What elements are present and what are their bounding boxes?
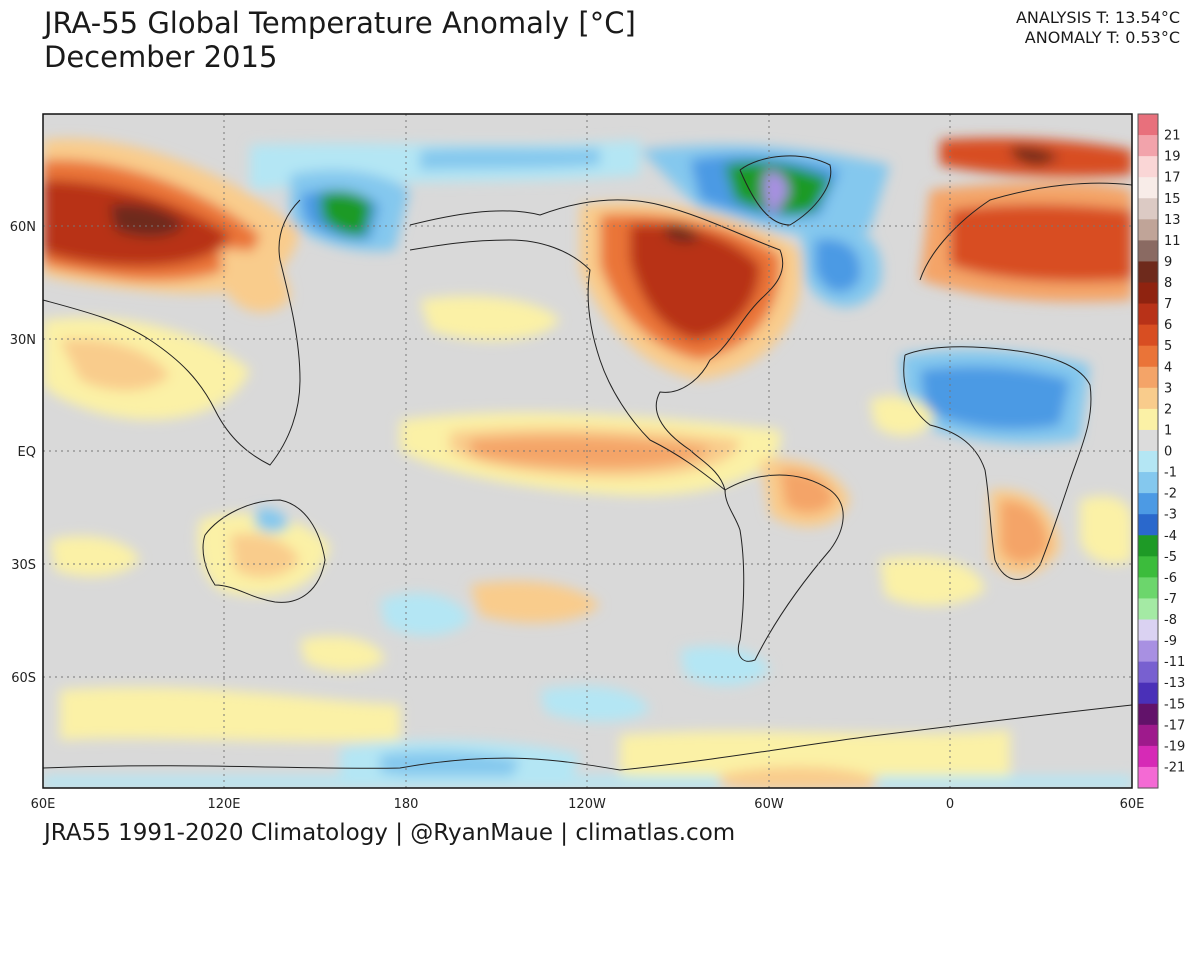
colorbar-swatch bbox=[1138, 198, 1158, 220]
colorbar-swatch bbox=[1138, 472, 1158, 494]
y-tick-label: 60S bbox=[11, 671, 36, 686]
colorbar-swatch bbox=[1138, 640, 1158, 663]
colorbar-swatch bbox=[1138, 366, 1158, 389]
colorbar-label: 2 bbox=[1164, 402, 1172, 417]
colorbar-swatch bbox=[1138, 619, 1158, 642]
colorbar-swatch bbox=[1138, 514, 1158, 536]
colorbar-label: -7 bbox=[1164, 592, 1177, 607]
y-tick-label: 30N bbox=[10, 333, 36, 348]
title-line-1: JRA-55 Global Temperature Anomaly [°C] bbox=[44, 6, 636, 40]
colorbar-swatch bbox=[1138, 703, 1158, 726]
x-tick-label: 0 bbox=[946, 797, 954, 812]
colorbar-swatch bbox=[1138, 303, 1158, 326]
colorbar: 2119171513119876543210-1-2-3-4-5-6-7-8-9… bbox=[1137, 113, 1185, 789]
colorbar-label: 1 bbox=[1164, 423, 1172, 438]
y-tick-label: EQ bbox=[18, 445, 36, 460]
colorbar-swatch bbox=[1138, 724, 1158, 747]
colorbar-swatch bbox=[1138, 745, 1158, 768]
y-tick-label: 60N bbox=[10, 220, 36, 235]
credits-footer: JRA55 1991-2020 Climatology | @RyanMaue … bbox=[44, 820, 736, 846]
colorbar-label: -8 bbox=[1164, 613, 1177, 628]
colorbar-label: 15 bbox=[1164, 192, 1181, 207]
anomaly-field bbox=[43, 114, 1132, 788]
colorbar-label: 19 bbox=[1164, 150, 1181, 165]
colorbar-label: -1 bbox=[1164, 466, 1177, 481]
colorbar-label: -9 bbox=[1164, 634, 1177, 649]
colorbar-label: 4 bbox=[1164, 360, 1172, 375]
colorbar-swatch bbox=[1138, 387, 1158, 410]
colorbar-label: 8 bbox=[1164, 276, 1172, 291]
y-tick-label: 30S bbox=[11, 558, 36, 573]
colorbar-swatch bbox=[1138, 535, 1158, 557]
colorbar-label: -2 bbox=[1164, 487, 1177, 502]
colorbar-label: -5 bbox=[1164, 550, 1177, 565]
colorbar-label: 9 bbox=[1164, 255, 1172, 270]
analysis-temperature: ANALYSIS T: 13.54°C bbox=[1015, 8, 1180, 27]
x-tick-label: 120E bbox=[207, 797, 240, 812]
colorbar-swatch bbox=[1138, 493, 1158, 515]
anomaly-temperature: ANOMALY T: 0.53°C bbox=[1024, 28, 1180, 47]
colorbar-label: -11 bbox=[1164, 655, 1185, 670]
chart-title: JRA-55 Global Temperature Anomaly [°C] D… bbox=[44, 6, 636, 74]
colorbar-label: 0 bbox=[1164, 445, 1172, 460]
colorbar-swatch bbox=[1138, 408, 1158, 431]
colorbar-swatch bbox=[1138, 766, 1158, 789]
stats-panel: ANALYSIS T: 13.54°C ANOMALY T: 0.53°C bbox=[1016, 8, 1180, 48]
x-tick-label: 120W bbox=[568, 797, 606, 812]
colorbar-swatch bbox=[1138, 556, 1158, 578]
colorbar-swatch bbox=[1138, 429, 1158, 452]
colorbar-swatch bbox=[1138, 451, 1158, 473]
gridlines bbox=[43, 114, 1132, 788]
x-axis-ticks: 60E 120E 180 120W 60W 0 60E bbox=[31, 797, 1145, 812]
colorbar-label: 13 bbox=[1164, 213, 1181, 228]
colorbar-swatch bbox=[1138, 261, 1158, 284]
x-tick-label: 60E bbox=[1120, 797, 1145, 812]
colorbar-label: -13 bbox=[1164, 676, 1185, 691]
colorbar-swatch bbox=[1138, 661, 1158, 684]
colorbar-swatch bbox=[1138, 598, 1158, 621]
y-axis-ticks: 60N 30N EQ 30S 60S bbox=[10, 220, 36, 686]
colorbar-swatch bbox=[1138, 345, 1158, 368]
colorbar-label: 6 bbox=[1164, 318, 1172, 333]
colorbar-swatch bbox=[1138, 177, 1158, 199]
colorbar-swatch bbox=[1138, 577, 1158, 600]
x-tick-label: 60E bbox=[31, 797, 56, 812]
colorbar-swatch bbox=[1138, 240, 1158, 263]
colorbar-label: -3 bbox=[1164, 508, 1177, 523]
colorbar-label: 7 bbox=[1164, 297, 1172, 312]
colorbar-swatch bbox=[1138, 156, 1158, 178]
colorbar-label: -17 bbox=[1164, 718, 1185, 733]
coastlines bbox=[43, 155, 1132, 771]
x-tick-label: 60W bbox=[754, 797, 784, 812]
colorbar-label: 21 bbox=[1164, 129, 1181, 144]
title-line-2: December 2015 bbox=[44, 40, 278, 74]
colorbar-label: -15 bbox=[1164, 697, 1185, 712]
colorbar-frame bbox=[1137, 113, 1159, 789]
colorbar-swatch bbox=[1138, 114, 1158, 136]
colorbar-swatch bbox=[1138, 219, 1158, 241]
colorbar-label: -6 bbox=[1164, 571, 1177, 586]
colorbar-swatch bbox=[1138, 135, 1158, 157]
colorbar-label: -19 bbox=[1164, 739, 1185, 754]
map-frame bbox=[42, 113, 1133, 789]
x-tick-label: 180 bbox=[394, 797, 419, 812]
colorbar-label: 5 bbox=[1164, 339, 1172, 354]
colorbar-swatch bbox=[1138, 682, 1158, 705]
colorbar-swatch bbox=[1138, 282, 1158, 305]
colorbar-swatch bbox=[1138, 324, 1158, 347]
colorbar-label: -21 bbox=[1164, 760, 1185, 775]
colorbar-label: 17 bbox=[1164, 171, 1181, 186]
colorbar-label: 11 bbox=[1164, 234, 1181, 249]
colorbar-label: -4 bbox=[1164, 529, 1177, 544]
colorbar-label: 3 bbox=[1164, 381, 1172, 396]
